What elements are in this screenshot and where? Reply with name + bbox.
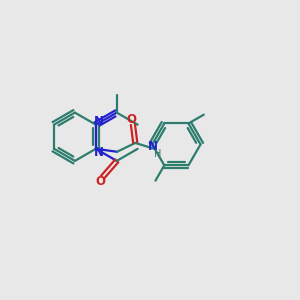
Text: O: O	[95, 175, 105, 188]
Text: N: N	[94, 146, 104, 159]
Text: N: N	[94, 115, 104, 128]
Text: N: N	[148, 140, 158, 153]
Text: H: H	[154, 149, 162, 159]
Text: O: O	[127, 113, 136, 126]
